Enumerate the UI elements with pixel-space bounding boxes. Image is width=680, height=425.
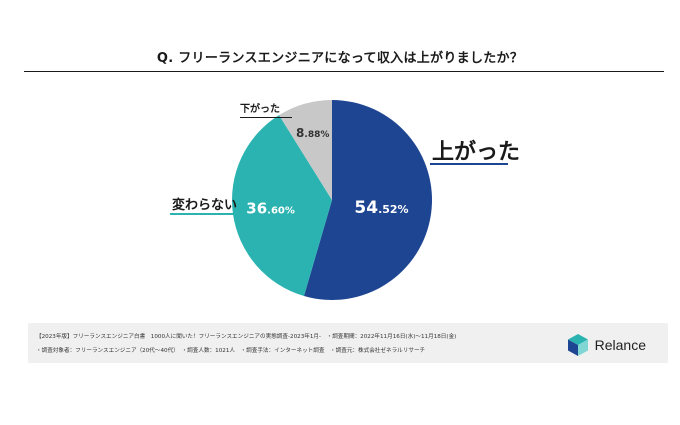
footer-line-1: 【2023年版】フリーランスエンジニア白書 1000人に聞いた！フリーランスエン… bbox=[36, 334, 457, 340]
brand-logo: Relance bbox=[567, 333, 646, 357]
label-down-underline bbox=[240, 117, 292, 118]
label-unchanged-underline bbox=[170, 213, 246, 215]
title-divider bbox=[24, 71, 664, 72]
survey-footer: 【2023年版】フリーランスエンジニア白書 1000人に聞いた！フリーランスエン… bbox=[28, 323, 668, 363]
slice-down bbox=[279, 100, 332, 200]
value-up: 54.52% bbox=[354, 198, 408, 218]
label-up: 上がった bbox=[432, 140, 521, 165]
slice-up bbox=[303, 100, 432, 300]
chart-title: Q. フリーランスエンジニアになって収入は上がりましたか？ bbox=[156, 51, 524, 66]
value-down: 8.88% bbox=[296, 126, 329, 140]
slice-unchanged bbox=[232, 115, 332, 296]
label-up-underline bbox=[430, 163, 508, 165]
label-down: 下がった bbox=[240, 104, 280, 115]
label-unchanged: 変わらない bbox=[172, 198, 238, 213]
relance-cube-icon bbox=[567, 334, 588, 356]
footer-line-2: ・調査対象者：フリーランスエンジニア（20代〜40代） ・調査人数：1021人 … bbox=[36, 348, 426, 354]
value-unchanged: 36.60% bbox=[246, 200, 295, 218]
brand-name: Relance bbox=[594, 337, 646, 353]
